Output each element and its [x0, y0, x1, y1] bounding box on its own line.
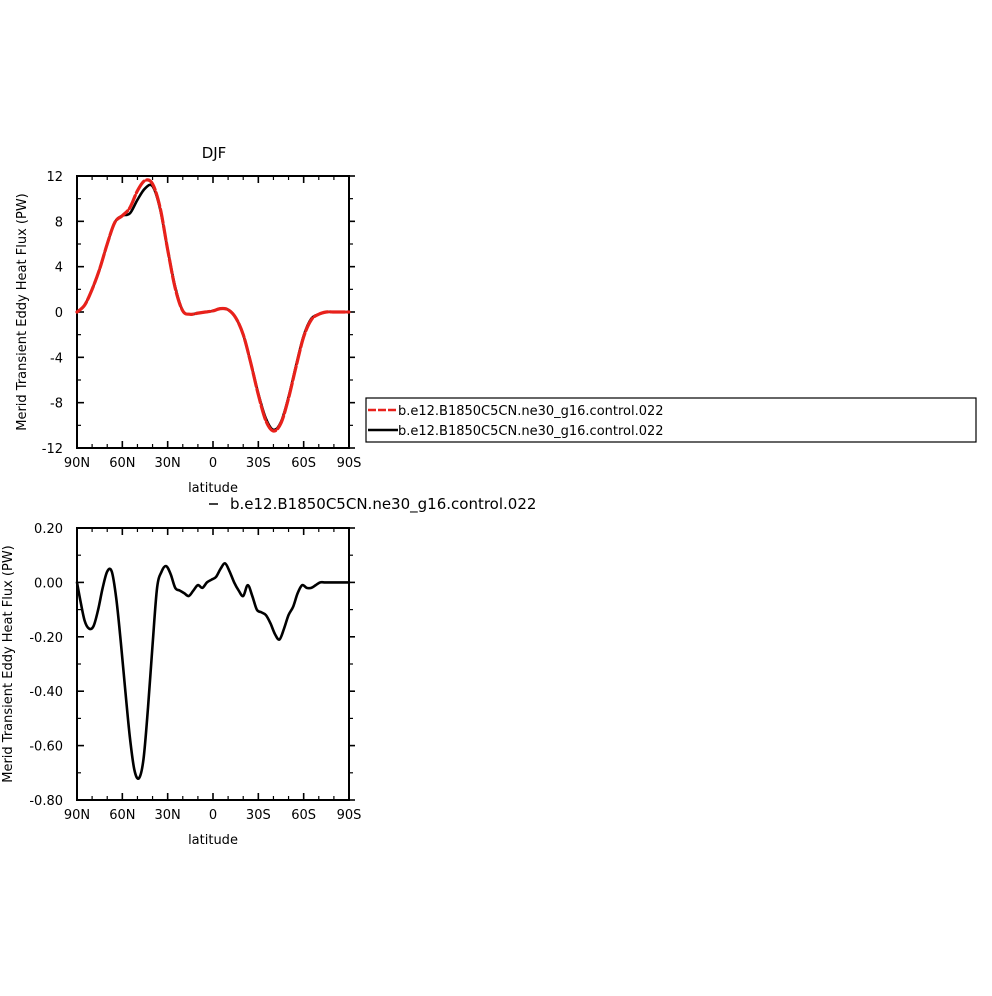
y-tick-label: 8: [55, 215, 63, 230]
y-tick-label: -12: [42, 442, 63, 457]
y-tick-label: -4: [50, 351, 63, 366]
x-tick-label: 30S: [246, 456, 271, 471]
x-tick-label: 90S: [337, 808, 362, 823]
x-tick-label: 30S: [246, 808, 271, 823]
x-tick-label: 60S: [291, 456, 316, 471]
legend-entry-0: b.e12.B1850C5CN.ne30_g16.control.022: [398, 404, 664, 419]
y-tick-label: -0.60: [29, 740, 63, 755]
chart-title: DJF: [202, 144, 227, 162]
y-tick-label: 0: [55, 306, 63, 321]
x-tick-label: 90S: [337, 456, 362, 471]
x-tick-label: 30N: [155, 808, 181, 823]
x-tick-label: 60S: [291, 808, 316, 823]
legend-entry-bottom: b.e12.B1850C5CN.ne30_g16.control.022: [230, 495, 536, 514]
plot-frame: [76, 527, 350, 801]
x-tick-label: 0: [209, 456, 217, 471]
x-tick-labels: 90N 60N 30N 0 30S 60S 90S: [64, 456, 362, 471]
y-tick-label: -0.80: [29, 794, 63, 809]
series-group: [75, 178, 351, 433]
x-tick-label: 60N: [109, 456, 135, 471]
legend: b.e12.B1850C5CN.ne30_g16.control.022 b.e…: [365, 397, 977, 443]
y-tick-label: 4: [55, 261, 63, 276]
chart-bottom: b.e12.B1850C5CN.ne30_g16.control.022 90N…: [1, 495, 536, 848]
y-tick-label: -8: [50, 397, 63, 412]
x-tick-label: 90N: [64, 456, 90, 471]
y-tick-label: -0.40: [29, 685, 63, 700]
legend-box: [365, 397, 977, 443]
x-axis-label: latitude: [188, 833, 238, 848]
chart-top: DJF 90N 60N 30N 0 30S 60S 90S 12 8 4 0 -4 -8 -12 lat…: [15, 144, 977, 496]
x-tick-label: 60N: [109, 808, 135, 823]
series-line-0: [75, 183, 351, 432]
x-tick-label: 30N: [155, 456, 181, 471]
x-axis-label: latitude: [188, 481, 238, 496]
y-axis-label: Merid Transient Eddy Heat Flux (PW): [15, 193, 30, 431]
x-tick-label: 0: [209, 808, 217, 823]
axis-ticks: [76, 527, 355, 801]
legend-entry-1: b.e12.B1850C5CN.ne30_g16.control.022: [398, 424, 664, 439]
y-tick-label: 12: [46, 170, 63, 185]
x-tick-labels: 90N 60N 30N 0 30S 60S 90S: [64, 808, 362, 823]
series-line-1: [75, 178, 351, 433]
series-group: [75, 562, 351, 780]
y-tick-label: 0.00: [34, 576, 63, 591]
y-tick-label: 0.20: [34, 522, 63, 537]
y-axis-label: Merid Transient Eddy Heat Flux (PW): [1, 545, 16, 783]
y-tick-label: -0.20: [29, 631, 63, 646]
series-line-0: [75, 562, 351, 780]
y-tick-labels: 0.20 0.00 -0.20 -0.40 -0.60 -0.80: [29, 522, 63, 809]
axis-ticks: [76, 175, 355, 449]
x-tick-label: 90N: [64, 808, 90, 823]
y-tick-labels: 12 8 4 0 -4 -8 -12: [42, 170, 63, 457]
